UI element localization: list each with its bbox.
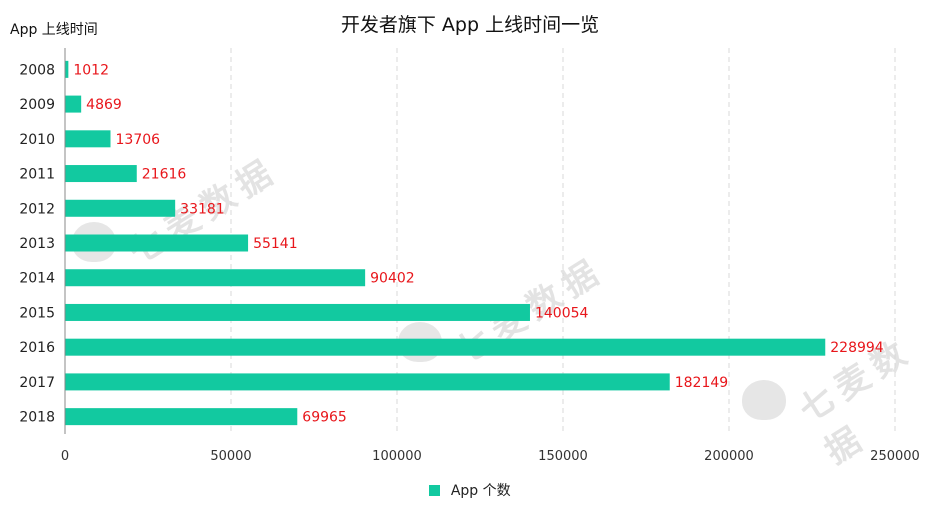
bar	[65, 408, 298, 426]
legend: App 个数	[0, 480, 940, 500]
data-label: 13706	[116, 132, 161, 148]
data-label: 4869	[86, 97, 122, 113]
chart-title: 开发者旗下 App 上线时间一览	[340, 14, 600, 36]
data-label: 55141	[253, 236, 298, 252]
y-tick-label: 2009	[19, 97, 55, 113]
x-tick-label: 250000	[870, 449, 920, 464]
y-tick-label: 2010	[19, 132, 55, 148]
y-tick-label: 2011	[19, 167, 55, 183]
bar	[65, 130, 111, 148]
x-tick-label: 0	[61, 449, 69, 464]
x-tick-label: 150000	[538, 449, 588, 464]
bars	[65, 60, 826, 426]
bar	[65, 199, 176, 217]
bar	[65, 95, 82, 113]
y-tick-label: 2008	[19, 62, 55, 78]
bar	[65, 60, 69, 78]
legend-swatch	[429, 485, 441, 496]
x-tick-labels: 0 50000 100000 150000 200000 250000	[61, 449, 920, 464]
y-axis-title: App 上线时间	[10, 22, 98, 38]
x-tick-label: 200000	[704, 449, 754, 464]
y-tick-label: 2013	[19, 236, 55, 252]
bar	[65, 234, 249, 252]
data-label: 21616	[142, 167, 187, 183]
bar	[65, 269, 366, 287]
data-label: 1012	[73, 62, 109, 78]
bar	[65, 165, 137, 183]
y-tick-label: 2014	[19, 271, 55, 287]
data-label: 90402	[370, 271, 415, 287]
data-label: 33181	[180, 201, 225, 217]
y-tick-label: 2016	[19, 340, 55, 356]
data-labels: 1012 4869 13706 21616 33181 55141 90402 140054 2…	[73, 62, 883, 425]
y-tick-label: 2015	[19, 305, 55, 321]
data-label: 182149	[675, 375, 728, 391]
bar	[65, 303, 530, 321]
x-tick-label: 100000	[372, 449, 422, 464]
y-tick-label: 2017	[19, 375, 55, 391]
bar	[65, 338, 826, 356]
x-tick-label: 50000	[210, 449, 251, 464]
data-label: 140054	[535, 305, 589, 321]
y-tick-labels: 2008 2009 2010 2011 2012 2013 2014 2015 2016 2017…	[19, 62, 55, 425]
data-label: 228994	[830, 340, 884, 356]
legend-label: App 个数	[450, 483, 511, 499]
y-tick-label: 2018	[19, 410, 55, 426]
bar	[65, 373, 670, 391]
y-tick-label: 2012	[19, 201, 55, 217]
data-label: 69965	[302, 410, 347, 426]
